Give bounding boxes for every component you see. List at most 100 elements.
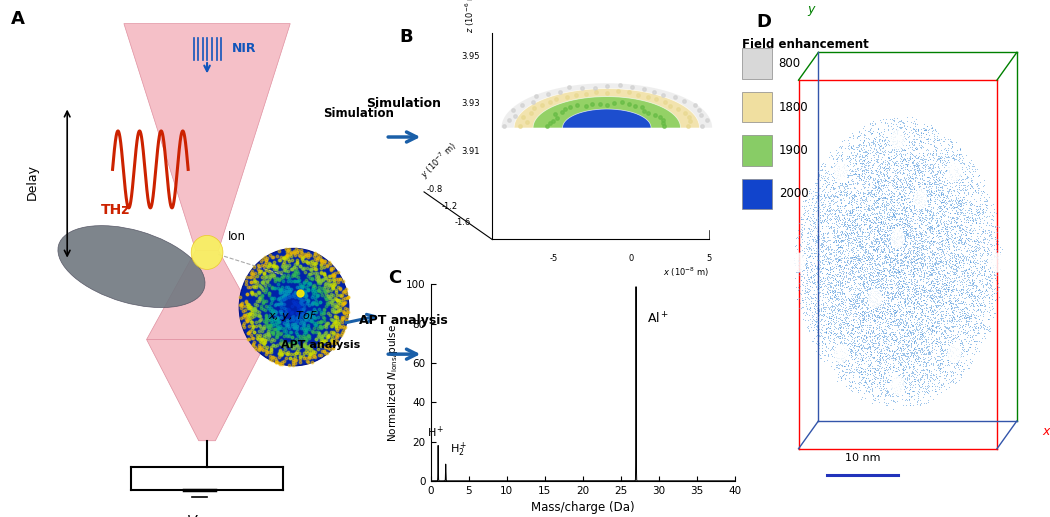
Point	[880, 155, 897, 163]
Point	[845, 205, 862, 214]
Point	[888, 364, 905, 372]
Point	[959, 347, 975, 355]
Point	[876, 220, 892, 228]
Point	[902, 165, 919, 174]
Point	[899, 159, 916, 168]
Point	[841, 234, 858, 242]
Point	[896, 206, 912, 214]
Point	[924, 223, 941, 232]
Polygon shape	[563, 109, 651, 128]
Point	[960, 244, 977, 252]
Point	[966, 281, 983, 290]
Point	[954, 338, 971, 346]
Point	[815, 203, 832, 211]
Point	[969, 184, 986, 192]
Point	[878, 225, 895, 234]
Point	[929, 160, 946, 168]
Point	[819, 266, 836, 275]
Point	[838, 220, 855, 228]
Point	[971, 171, 988, 179]
Point	[902, 385, 919, 393]
Point	[792, 276, 809, 284]
Point	[891, 298, 908, 306]
Point	[911, 370, 928, 378]
Point	[839, 341, 856, 349]
Point	[831, 363, 847, 372]
Point	[861, 257, 878, 266]
Point	[867, 303, 884, 311]
Point	[931, 207, 948, 215]
Point	[930, 234, 947, 242]
Point	[900, 349, 917, 358]
Point	[925, 282, 942, 290]
Point	[930, 186, 947, 194]
Point	[981, 246, 998, 254]
Point	[870, 129, 887, 137]
Point	[944, 316, 961, 324]
Point	[926, 365, 943, 373]
Point	[831, 265, 847, 273]
Point	[897, 317, 914, 325]
Point	[828, 202, 845, 210]
Point	[815, 303, 832, 311]
Point	[909, 397, 926, 405]
Point	[929, 283, 946, 292]
Point	[943, 206, 960, 214]
Point	[894, 192, 910, 201]
Point	[920, 386, 937, 394]
Point	[877, 378, 894, 386]
Point	[859, 345, 876, 354]
Point	[901, 396, 918, 404]
Point	[920, 202, 937, 210]
Point	[830, 201, 846, 209]
Point	[892, 144, 909, 153]
Point	[929, 267, 946, 276]
Point	[875, 301, 891, 309]
Point	[921, 187, 938, 195]
Point	[919, 149, 936, 157]
Point	[941, 240, 958, 249]
Point	[943, 301, 960, 309]
Point	[946, 158, 963, 166]
Point	[966, 291, 983, 299]
Point	[840, 206, 857, 214]
Point	[863, 336, 880, 344]
Point	[954, 158, 971, 166]
Point	[909, 250, 926, 258]
Point	[956, 300, 972, 308]
Point	[879, 279, 896, 287]
Point	[834, 351, 851, 359]
Point	[970, 207, 987, 215]
Point	[914, 217, 930, 225]
Point	[885, 172, 902, 180]
Point	[876, 264, 892, 272]
Point	[850, 322, 867, 330]
Point	[946, 304, 963, 312]
Point	[832, 242, 848, 251]
Point	[947, 265, 964, 273]
Point	[838, 264, 855, 272]
Point	[873, 243, 889, 251]
Point	[839, 231, 856, 239]
Point	[813, 162, 830, 170]
Point	[906, 144, 923, 153]
Point	[976, 200, 993, 208]
Point	[868, 251, 885, 259]
Point	[948, 303, 965, 311]
Point	[912, 383, 929, 391]
Point	[850, 233, 867, 241]
Point	[847, 261, 864, 269]
Point	[956, 334, 972, 343]
Point	[831, 247, 847, 255]
Point	[933, 197, 950, 206]
Point	[952, 243, 969, 251]
Point	[876, 266, 892, 275]
Point	[906, 312, 923, 321]
Point	[833, 237, 849, 245]
Point	[921, 244, 938, 252]
Point	[812, 261, 828, 269]
Point	[937, 345, 953, 354]
Point	[888, 325, 905, 333]
Point	[887, 336, 904, 344]
Point	[931, 256, 948, 265]
